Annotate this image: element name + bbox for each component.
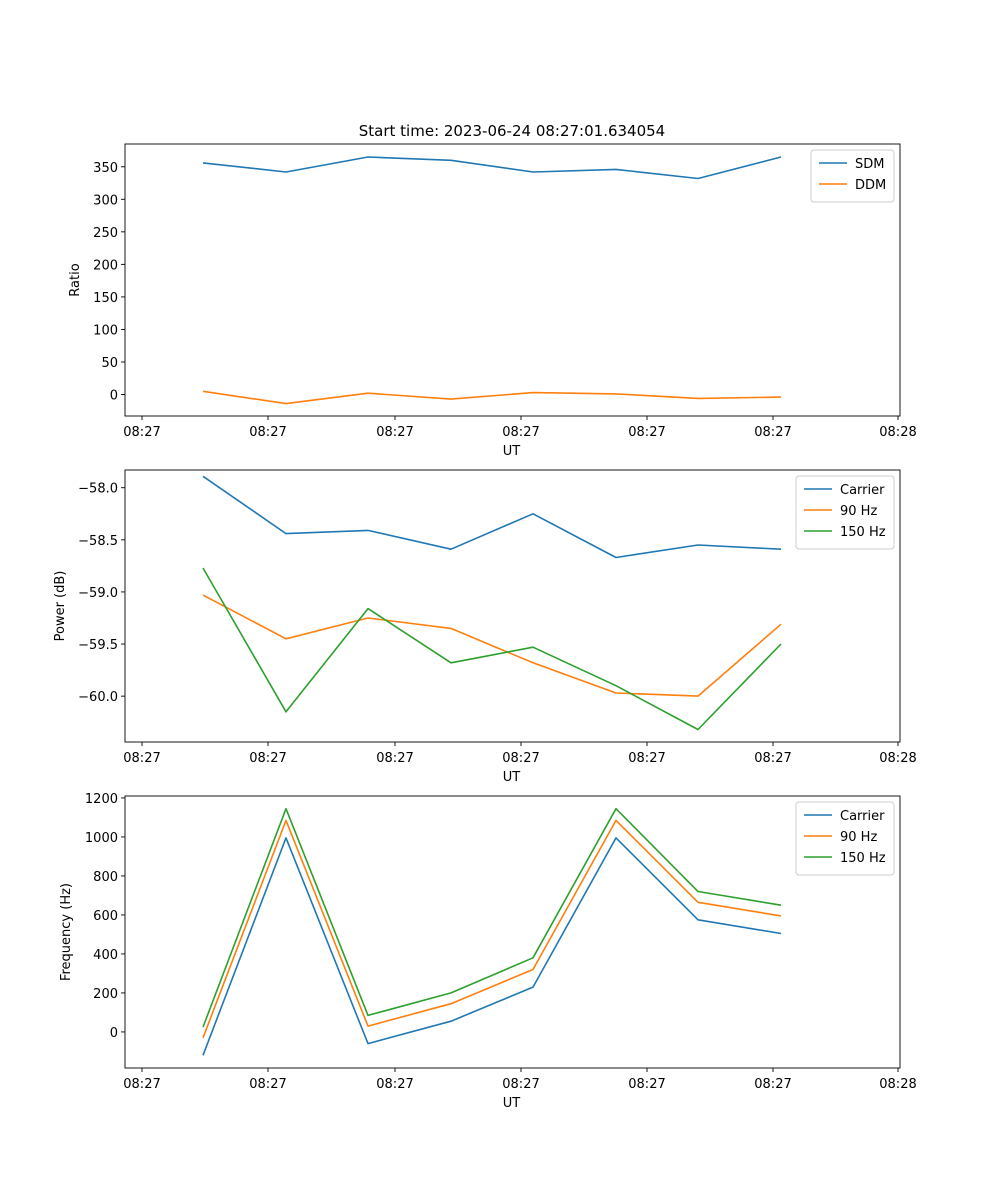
x-tick-label: 08:27: [628, 425, 665, 440]
x-tick-label: 08:27: [628, 1077, 665, 1092]
x-tick-label: 08:27: [754, 1077, 791, 1092]
y-tick-label: −60.0: [78, 690, 118, 705]
y-tick-label: −58.0: [78, 482, 118, 497]
series-line-1: [202, 156, 782, 180]
x-tick-label: 08:27: [249, 1077, 286, 1092]
legend-label: 90 Hz: [840, 830, 877, 845]
panel-3: 0 200 400 600 800 1000 1200 08:27 08:27 08:27 08:2…: [59, 792, 917, 1111]
panel-1: 0 50 100 150 200 250 300 350 08:27 08:27 08:27 08:2…: [68, 143, 917, 459]
x-tick-label: 08:27: [754, 751, 791, 766]
series-line-2: [202, 390, 782, 405]
x-tick-label: 08:27: [249, 425, 286, 440]
x-tick-label: 08:27: [376, 751, 413, 766]
series-line-3: [202, 807, 782, 1028]
x-tick-label: 08:28: [879, 751, 916, 766]
x-tick-label: 08:27: [502, 1077, 539, 1092]
x-tick-label: 08:27: [628, 751, 665, 766]
series-line-1: [202, 837, 782, 1056]
y-axis-label: Power (dB): [53, 571, 68, 642]
x-tick-label: 08:27: [502, 751, 539, 766]
x-tick-label: 08:27: [123, 1077, 160, 1092]
legend-label: Carrier: [840, 483, 885, 498]
y-tick-label: 350: [93, 161, 118, 176]
y-tick-label: 100: [93, 323, 118, 338]
x-tick-label: 08:28: [879, 425, 916, 440]
legend-label: SDM: [855, 157, 884, 172]
x-tick-label: 08:27: [249, 751, 286, 766]
x-tick-label: 08:27: [754, 425, 791, 440]
series-line-2: [202, 819, 782, 1039]
x-axis-label: UT: [503, 444, 521, 459]
chart-title: Start time: 2023-06-24 08:27:01.634054: [359, 122, 665, 140]
y-axis-label: Frequency (Hz): [59, 883, 74, 981]
x-tick-label: 08:27: [376, 425, 413, 440]
x-tick-label: 08:28: [879, 1077, 916, 1092]
x-tick-label: 08:27: [123, 751, 160, 766]
legend-label: 90 Hz: [840, 504, 877, 519]
x-axis-label: UT: [503, 770, 521, 785]
plot-frame: [124, 143, 901, 417]
series-line-1: [202, 475, 782, 559]
y-tick-label: 0: [110, 1026, 118, 1041]
x-tick-label: 08:27: [123, 425, 160, 440]
legend-label: DDM: [855, 178, 886, 193]
y-tick-label: 0: [110, 389, 118, 404]
y-tick-label: 150: [93, 291, 118, 306]
y-tick-label: 50: [101, 356, 118, 371]
y-tick-label: 1000: [85, 831, 118, 846]
y-tick-label: 300: [93, 193, 118, 208]
legend-label: 150 Hz: [840, 851, 886, 866]
legend-label: 150 Hz: [840, 525, 886, 540]
y-tick-label: 400: [93, 948, 118, 963]
plot-frame: [124, 795, 901, 1069]
y-tick-label: −59.5: [78, 638, 118, 653]
series-line-3: [202, 567, 782, 731]
y-tick-label: 250: [93, 226, 118, 241]
series-line-2: [202, 594, 782, 697]
y-tick-label: 600: [93, 909, 118, 924]
y-tick-label: −59.0: [78, 586, 118, 601]
panel-2: −58.0 −58.5 −59.0 −59.5 −60.0 08:27 08:27 08:27…: [53, 469, 917, 785]
y-tick-label: 200: [93, 258, 118, 273]
x-tick-label: 08:27: [376, 1077, 413, 1092]
x-axis-label: UT: [503, 1096, 521, 1111]
y-tick-label: 200: [93, 987, 118, 1002]
y-tick-label: −58.5: [78, 534, 118, 549]
y-tick-label: 1200: [85, 792, 118, 807]
plot-frame: [124, 469, 901, 743]
x-tick-label: 08:27: [502, 425, 539, 440]
legend-label: Carrier: [840, 809, 885, 824]
y-axis-label: Ratio: [68, 263, 83, 296]
y-tick-label: 800: [93, 870, 118, 885]
